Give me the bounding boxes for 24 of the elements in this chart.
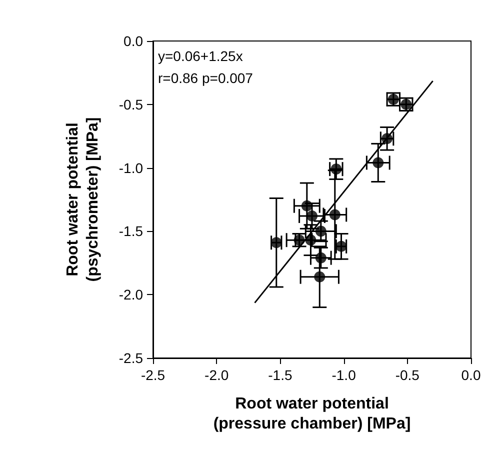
y-tick-label: -1.0 <box>118 160 144 176</box>
point <box>372 157 384 168</box>
point <box>314 271 326 282</box>
point <box>301 200 312 212</box>
y-tick-label: -1.5 <box>118 223 144 240</box>
annotation: r=0.86 p=0.007 <box>158 70 254 86</box>
x-tick-label: -1.5 <box>268 367 292 383</box>
x-axis-title: Root water potential (pressure chamber) [MPa] <box>213 396 411 432</box>
x-tick-label: -0.5 <box>395 367 420 383</box>
point <box>306 210 318 222</box>
x-tick-label: -1.0 <box>332 367 356 383</box>
point <box>270 237 282 248</box>
annotation: y=0.06+1.25x <box>158 48 243 64</box>
x-tick-label: 0.0 <box>461 367 481 383</box>
y-tick-label: 0.0 <box>124 33 144 49</box>
point <box>315 252 326 264</box>
point <box>315 226 326 237</box>
y-tick-label: -0.5 <box>118 96 144 112</box>
point <box>329 209 340 220</box>
y-tick-label: -2.5 <box>118 350 144 366</box>
y-axis-title: Root water potential (psychrometer) [MPa] <box>64 117 102 282</box>
x-tick-label: -2.0 <box>204 367 229 383</box>
y-tick-label: -2.0 <box>118 286 144 303</box>
x-tick-label: -2.5 <box>140 367 166 383</box>
